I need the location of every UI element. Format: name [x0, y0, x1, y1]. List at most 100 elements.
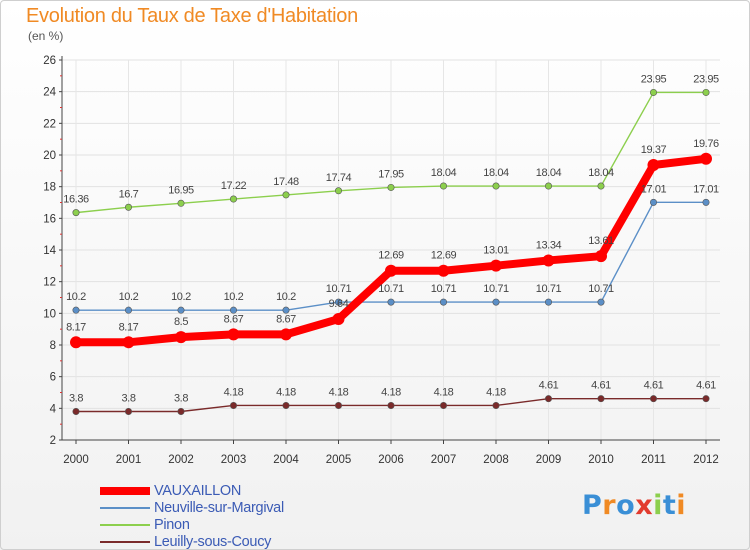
data-label: 10.2 — [119, 291, 139, 303]
legend-item: VAUXAILLON — [100, 482, 284, 499]
y-tick-label: 22 — [43, 118, 56, 130]
legend-label: VAUXAILLON — [154, 482, 241, 499]
data-label: 4.18 — [224, 386, 244, 398]
data-point — [72, 306, 80, 314]
chart-subtitle: (en %) — [28, 29, 64, 43]
data-point — [385, 264, 397, 277]
data-label: 10.71 — [378, 283, 404, 295]
data-point — [175, 331, 187, 344]
data-label: 9.64 — [329, 298, 349, 310]
data-label: 4.61 — [644, 380, 664, 392]
data-point — [70, 336, 82, 349]
data-point — [544, 395, 552, 403]
data-label: 10.2 — [66, 291, 86, 303]
data-point — [542, 254, 555, 267]
data-point — [492, 182, 500, 190]
data-label: 4.18 — [381, 386, 401, 398]
data-label: 4.18 — [434, 386, 454, 398]
data-label: 17.22 — [221, 180, 247, 192]
data-point — [437, 264, 450, 277]
data-label: 18.04 — [588, 167, 614, 179]
y-tick-label: 14 — [43, 245, 56, 257]
legend-swatch — [100, 523, 150, 526]
data-label: 4.61 — [591, 380, 611, 392]
data-label: 23.95 — [693, 73, 719, 85]
data-point — [544, 182, 552, 190]
data-label: 4.18 — [276, 386, 296, 398]
legend-label: Leuilly-sous-Coucy — [154, 533, 272, 550]
data-point — [649, 395, 657, 403]
x-tick-label: 2000 — [63, 454, 89, 466]
data-point — [230, 306, 238, 314]
data-point — [334, 401, 342, 409]
data-point — [387, 298, 395, 306]
data-label: 17.48 — [273, 176, 299, 188]
x-tick-label: 2006 — [378, 454, 404, 466]
x-tick-label: 2001 — [116, 454, 142, 466]
data-label: 13.01 — [483, 245, 509, 257]
legend-item: Neuville-sur-Margival — [100, 499, 284, 516]
data-label: 16.36 — [63, 194, 89, 206]
data-point — [177, 199, 185, 207]
data-label: 8.67 — [276, 313, 296, 325]
data-point — [544, 298, 552, 306]
data-label: 13.34 — [536, 239, 562, 251]
y-tick-label: 18 — [43, 182, 56, 194]
data-point — [122, 336, 135, 349]
data-point — [282, 191, 290, 199]
logo-letter: o — [616, 490, 636, 521]
data-label: 10.71 — [536, 283, 562, 295]
legend-item: Pinon — [100, 516, 284, 533]
data-point — [647, 158, 660, 171]
data-label: 10.71 — [483, 283, 509, 295]
data-point — [492, 401, 500, 409]
data-point — [334, 298, 342, 306]
proxiti-logo: Proxiti — [582, 490, 686, 521]
data-point — [702, 198, 710, 206]
x-tick-label: 2012 — [693, 454, 719, 466]
data-label: 4.61 — [696, 380, 716, 392]
data-label: 13.61 — [588, 235, 614, 247]
data-label: 18.04 — [536, 167, 562, 179]
data-point — [332, 313, 345, 326]
legend-label: Neuville-sur-Margival — [154, 499, 284, 516]
y-tick-label: 16 — [43, 213, 56, 225]
data-point — [492, 298, 500, 306]
data-label: 4.18 — [329, 386, 349, 398]
x-tick-label: 2002 — [168, 454, 194, 466]
data-label: 8.5 — [174, 316, 188, 328]
chart-title: Evolution du Taux de Taxe d'Habitation — [26, 5, 358, 27]
data-point — [702, 88, 710, 96]
data-point — [125, 306, 133, 314]
legend-swatch — [100, 540, 150, 543]
x-tick-label: 2003 — [221, 454, 247, 466]
data-point — [177, 407, 185, 415]
data-label: 18.04 — [431, 167, 457, 179]
data-point — [439, 182, 447, 190]
data-label: 4.18 — [486, 386, 506, 398]
data-label: 19.76 — [693, 138, 719, 150]
legend-swatch — [100, 506, 150, 509]
logo-letter: t — [662, 490, 677, 521]
data-label: 8.17 — [66, 321, 86, 333]
x-tick-label: 2008 — [483, 454, 509, 466]
data-label: 10.2 — [171, 291, 191, 303]
data-label: 19.37 — [641, 144, 667, 156]
logo-letter: x — [635, 490, 654, 521]
y-tick-label: 24 — [43, 87, 56, 99]
data-point — [490, 259, 502, 272]
data-label: 4.61 — [539, 380, 559, 392]
x-tick-label: 2009 — [536, 454, 562, 466]
data-label: 8.17 — [119, 321, 139, 333]
chart-legend: VAUXAILLON Neuville-sur-Margival Pinon Leui… — [100, 482, 284, 550]
data-point — [72, 407, 80, 415]
data-point — [177, 306, 185, 314]
data-point — [595, 250, 607, 263]
data-point — [700, 152, 712, 165]
data-point — [597, 395, 605, 403]
data-label: 17.01 — [693, 183, 719, 195]
y-tick-label: 8 — [50, 340, 56, 352]
data-point — [72, 209, 80, 217]
legend-item: Leuilly-sous-Coucy — [100, 533, 284, 550]
data-label: 3.8 — [69, 393, 83, 405]
